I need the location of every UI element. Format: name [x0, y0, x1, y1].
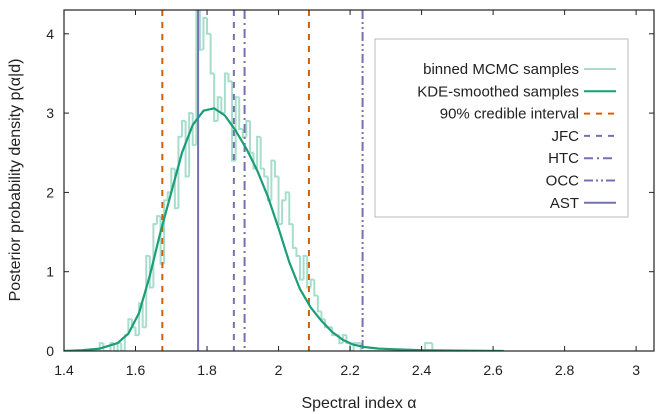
histogram-bin — [349, 343, 354, 351]
histogram-bin — [120, 343, 125, 351]
histogram-bin — [213, 73, 218, 123]
histogram-bin — [113, 343, 118, 351]
histogram-bin — [177, 135, 182, 209]
histogram-bin — [270, 159, 275, 201]
histogram-bin — [184, 121, 190, 178]
y-tick-label: 4 — [46, 26, 54, 42]
histogram-bin — [259, 136, 265, 170]
histogram-bin — [256, 135, 261, 169]
histogram-bin — [148, 255, 154, 289]
histogram-bin — [227, 73, 233, 83]
legend-label: JFC — [552, 128, 580, 145]
y-tick-label: 0 — [46, 343, 54, 359]
histogram-bin — [198, 10, 204, 51]
histogram-bin — [291, 224, 297, 249]
histogram-bin — [170, 167, 175, 193]
y-tick-label: 2 — [46, 184, 54, 200]
histogram-bin — [166, 191, 172, 201]
histogram-bin — [309, 278, 315, 288]
legend-label: AST — [550, 195, 579, 212]
histogram-bin — [263, 168, 268, 178]
legend-label: binned MCMC samples — [423, 61, 579, 78]
x-tick-label: 2.4 — [412, 362, 432, 378]
histogram-bin — [313, 279, 318, 297]
x-tick-label: 2.6 — [483, 362, 503, 378]
histogram-bin — [127, 318, 132, 336]
legend: binned MCMC samples KDE-smoothed samples 9… — [374, 38, 629, 218]
histogram-bin — [209, 33, 215, 75]
histogram-bin — [188, 112, 193, 177]
y-tick-label: 1 — [46, 264, 54, 280]
legend-label: HTC — [548, 150, 579, 167]
histogram-bin — [109, 342, 115, 351]
x-tick-label: 1.8 — [197, 362, 217, 378]
histogram-bin — [206, 17, 211, 35]
histogram-bin — [277, 176, 283, 226]
x-tick-label: 1.4 — [54, 362, 74, 378]
histogram-bin — [299, 255, 304, 281]
histogram-bin — [223, 72, 229, 114]
kde-curve — [64, 107, 504, 351]
plot-frame — [63, 9, 655, 352]
histogram-bin — [145, 254, 150, 328]
histogram-bin — [295, 247, 300, 257]
histogram-bin — [352, 342, 358, 351]
legend-label: OCC — [546, 173, 580, 190]
histogram-bin — [320, 311, 326, 321]
histogram-bin — [234, 96, 240, 161]
histogram-bin — [238, 97, 243, 130]
histogram-bin — [216, 96, 222, 122]
x-tick-label: 2 — [275, 362, 283, 378]
histogram-bin — [202, 16, 208, 50]
histogram-bin — [431, 343, 436, 351]
histogram-bin — [331, 327, 336, 337]
histogram-layer — [81, 10, 444, 351]
x-tick-label: 2.8 — [555, 362, 575, 378]
histogram-bin — [152, 223, 157, 288]
histogram-bin — [248, 121, 254, 154]
histogram-bin — [163, 199, 168, 264]
histogram-bin — [273, 160, 279, 178]
y-tick-label: 3 — [46, 105, 54, 121]
histogram-bin — [245, 120, 250, 137]
histogram-bin — [424, 342, 429, 351]
histogram-bin — [241, 128, 247, 138]
histogram-bin — [134, 327, 140, 337]
x-tick-label: 1.6 — [126, 362, 146, 378]
histogram-bin — [231, 81, 236, 162]
axis-ticks: 1.4 1.6 1.8 2 2.2 2.4 2.6 2.8 3 0 1 2 3 4 — [46, 10, 654, 378]
histogram-bin — [181, 120, 186, 137]
histogram-bin — [281, 199, 286, 225]
histogram-bin — [284, 191, 290, 201]
reference-lines-layer — [161, 10, 364, 351]
kde-layer — [64, 107, 504, 351]
histogram-bin — [288, 192, 293, 226]
histogram-bin — [195, 10, 200, 145]
x-tick-label: 2.2 — [340, 362, 360, 378]
histogram-bin — [155, 215, 161, 225]
histogram-bin — [302, 254, 308, 280]
legend-label: 90% credible interval — [440, 106, 579, 123]
histogram-bin — [141, 303, 147, 329]
y-axis-label: Posterior probability density p(α|d) — [7, 59, 24, 302]
x-axis-label: Spectral index α — [301, 395, 416, 412]
histogram-bin — [316, 295, 322, 313]
x-tick-label: 3 — [632, 362, 640, 378]
legend-label: KDE-smoothed samples — [417, 83, 579, 100]
histogram-bin — [102, 343, 107, 351]
